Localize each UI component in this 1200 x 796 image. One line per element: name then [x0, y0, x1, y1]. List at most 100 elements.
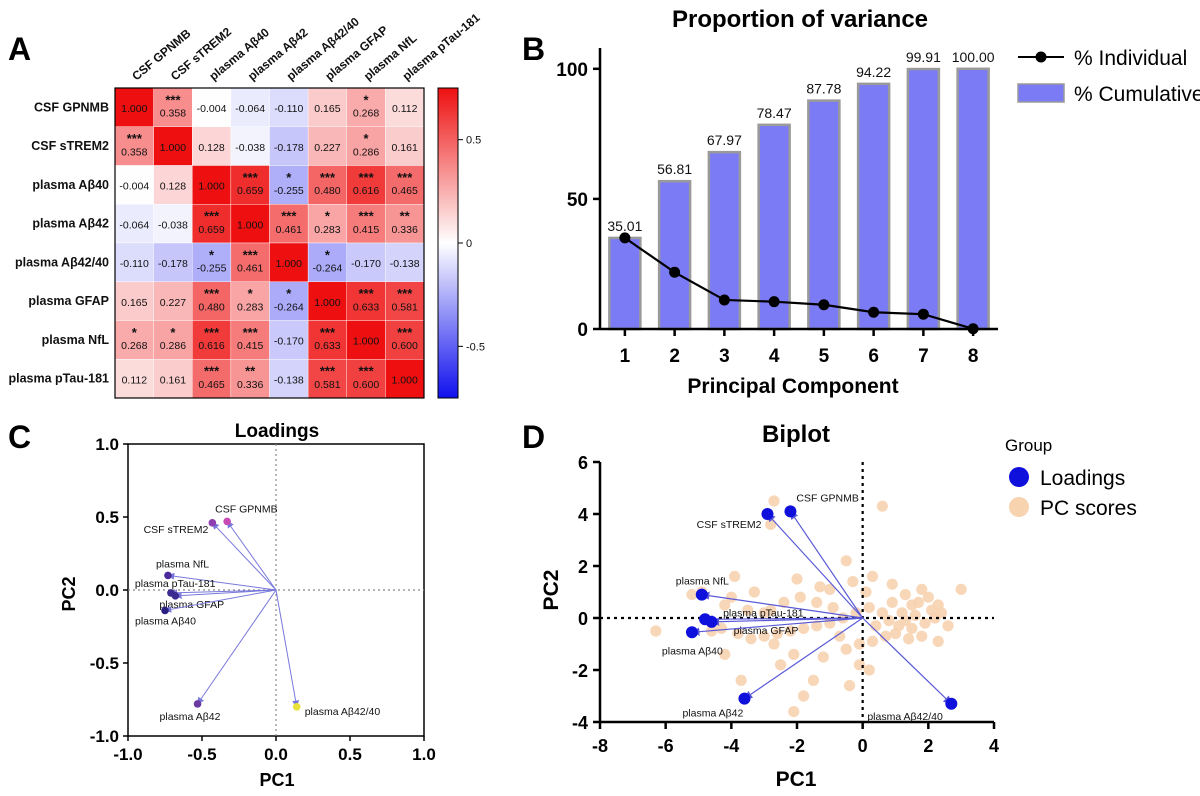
bar-value-label: 35.01	[607, 218, 642, 234]
heatmap-value: 0.633	[353, 301, 379, 313]
pc-score-point	[889, 628, 902, 640]
heatmap-cell	[230, 281, 270, 321]
heatmap-cell	[307, 242, 347, 282]
x-tick-label-c: 0.0	[264, 745, 288, 764]
pc-score-point	[909, 609, 921, 622]
heatmap-cell	[385, 281, 425, 321]
heatmap-cell	[307, 87, 347, 127]
heatmap-value: 0.161	[160, 374, 186, 386]
y-tick-label-c: -1.0	[90, 727, 119, 746]
heatmap-cell	[385, 242, 425, 282]
biplot-loading-label: plasma Aβ42	[682, 708, 743, 720]
significance-stars: *	[132, 325, 138, 340]
significance-stars: ***	[281, 209, 297, 224]
biplot-loading-point	[695, 588, 708, 601]
x-tick-label-c: 0.5	[338, 745, 362, 764]
y-tick-label-c: 0.5	[95, 508, 119, 527]
heatmap-value: 0.415	[353, 224, 379, 236]
heatmap-value: 0.633	[314, 340, 340, 352]
heatmap-value: -0.064	[235, 103, 265, 115]
significance-stars: ***	[204, 209, 220, 224]
heatmap-value: 0.165	[314, 103, 340, 115]
bar-cumulative	[757, 123, 791, 331]
loading-point	[171, 592, 180, 600]
heatmap-value: 0.112	[122, 374, 148, 386]
pc-score-point	[794, 591, 806, 603]
pc-score-point	[735, 674, 747, 687]
pc-score-point	[866, 635, 879, 648]
pc-score-point	[817, 651, 829, 663]
biplot-loading-point	[685, 626, 698, 639]
loading-point	[161, 606, 169, 615]
pc-score-point	[886, 596, 898, 609]
significance-stars: ***	[204, 364, 220, 379]
pc-score-point	[807, 674, 820, 687]
heatmap-value: 0.283	[237, 301, 263, 313]
pc-score-point	[729, 570, 741, 583]
biplot-loading-point	[738, 692, 751, 705]
bar-value-label: 94.22	[856, 64, 891, 80]
pc-score-point	[919, 617, 931, 629]
point-individual	[868, 306, 880, 318]
heatmap-value: 0.461	[237, 263, 263, 275]
heatmap-value: 0.358	[121, 146, 147, 158]
heatmap-value: 0.336	[392, 224, 418, 236]
y-tick-label-c: 1.0	[95, 435, 119, 454]
loading-vector	[170, 589, 277, 597]
heatmap-cell	[346, 204, 386, 244]
heatmap-value: 0.600	[353, 379, 379, 391]
significance-stars: ***	[243, 170, 259, 185]
pc-score-point	[725, 591, 737, 603]
x-tick-label-d: -6	[658, 736, 674, 756]
pc-score-point	[866, 570, 879, 583]
colorbar-tick-label: 0	[466, 238, 472, 250]
pc-score-point	[748, 586, 760, 598]
heatmap-value: -0.264	[274, 301, 304, 313]
heatmap-value: 1.000	[121, 103, 147, 115]
heatmap-cell	[153, 165, 193, 205]
heatmap-value: 0.616	[198, 340, 224, 352]
pc-score-point	[906, 599, 918, 611]
heatmap-value: 1.000	[160, 142, 186, 154]
significance-stars: ***	[243, 325, 259, 340]
significance-stars: **	[400, 209, 411, 224]
heatmap-value: -0.110	[120, 258, 149, 270]
pc-score-point	[916, 630, 928, 642]
y-tick-label-b: 100	[556, 60, 588, 81]
chart-title-c: Loadings	[235, 421, 319, 442]
x-axis-label-b: Principal Component	[687, 375, 898, 398]
significance-stars: ***	[358, 209, 374, 224]
loadings-plot: Loadings -1.0 -0.5 0.0 0.5 1.0 1.0 0.5 0.0 -0.5 -…	[59, 421, 436, 790]
heatmap-value: 1.000	[237, 219, 263, 231]
heatmap-cell	[269, 281, 309, 321]
heatmap-value: 0.161	[392, 142, 418, 154]
panel-label-a: A	[8, 31, 31, 67]
pc-score-point	[686, 589, 698, 601]
heatmap-row-label: plasma Aβ42	[32, 217, 109, 231]
heatmap-value: 0.227	[314, 142, 340, 154]
legend-pc-scores: PC scores	[1040, 497, 1137, 520]
heatmap-value: 0.480	[314, 185, 340, 197]
heatmap-cell	[346, 281, 386, 321]
heatmap-value: -0.138	[390, 258, 420, 270]
bar-cumulative	[856, 82, 891, 331]
heatmap-value: 0.165	[121, 297, 147, 309]
legend-individual: % Individual	[1074, 47, 1187, 70]
heatmap-value: -0.178	[274, 142, 304, 154]
pc-score-point	[863, 602, 875, 614]
chart-title-d: Biplot	[762, 421, 830, 448]
biplot-loading-label: plasma pTau-181	[723, 607, 804, 619]
point-individual	[718, 294, 730, 306]
significance-stars: ***	[165, 92, 181, 107]
heatmap-value: 0.112	[392, 103, 418, 115]
bar-cumulative	[657, 179, 692, 331]
heatmap-cell	[346, 320, 386, 360]
heatmap-cell	[346, 126, 386, 166]
y-tick-label-b: 50	[567, 190, 588, 211]
y-tick-label-b: 0	[577, 320, 588, 341]
pc-score-point	[742, 604, 754, 616]
heatmap-cell	[230, 165, 270, 205]
heatmap-value: -0.110	[274, 103, 303, 115]
pc-score-point	[715, 622, 728, 635]
pc-score-point	[899, 615, 911, 627]
